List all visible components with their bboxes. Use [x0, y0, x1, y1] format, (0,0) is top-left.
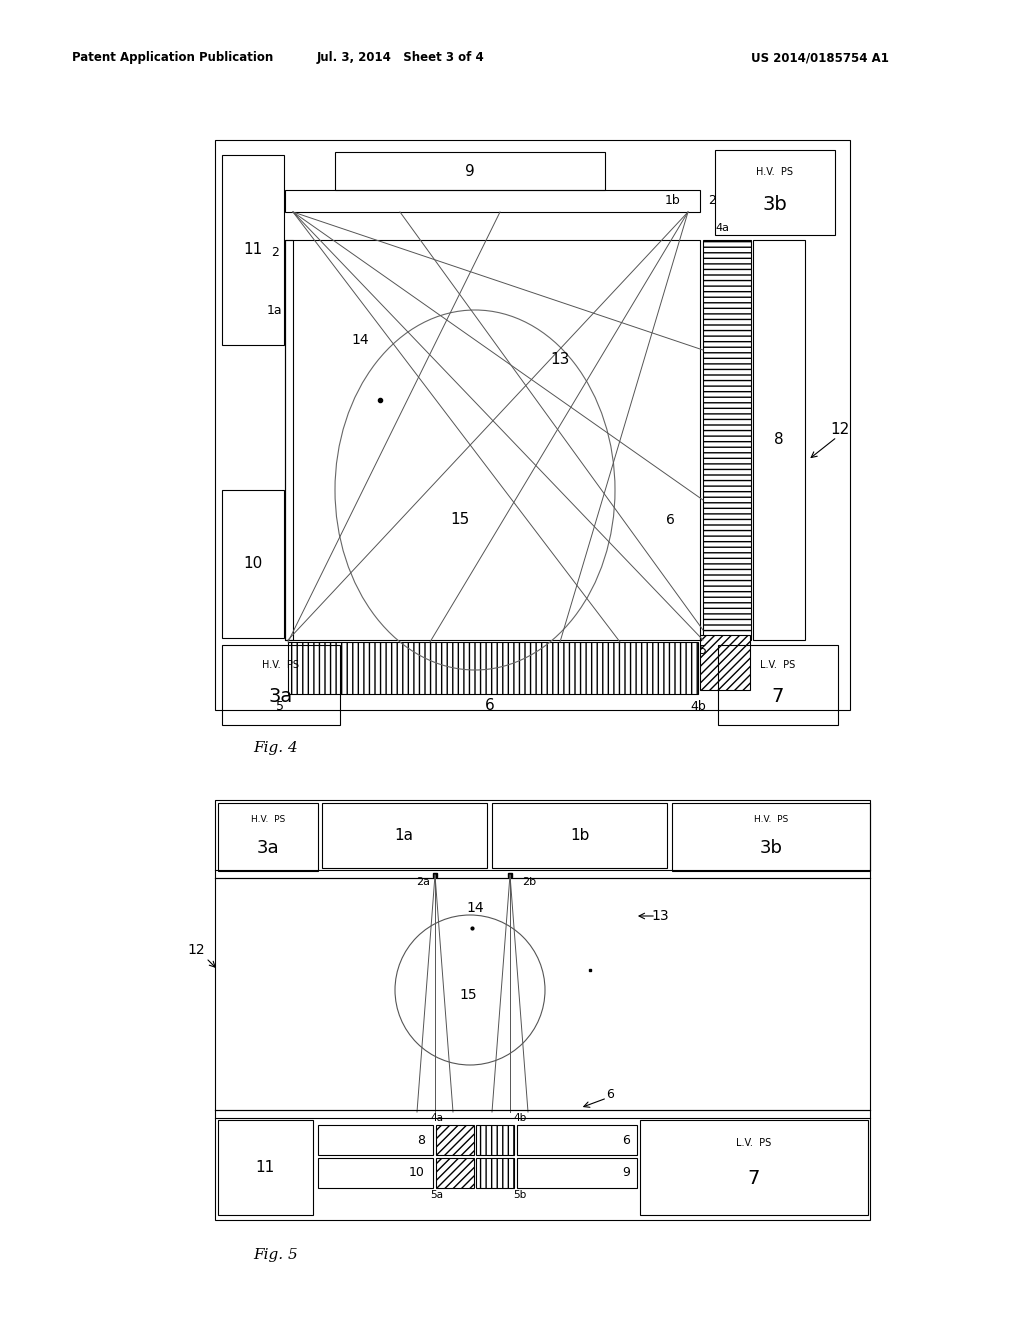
- Text: 1b: 1b: [570, 828, 590, 842]
- Bar: [640, 1119, 868, 1214]
- Text: H.V.  PS: H.V. PS: [757, 168, 794, 177]
- Bar: [218, 1119, 313, 1214]
- Text: 6: 6: [606, 1089, 614, 1101]
- Bar: [222, 154, 284, 345]
- Bar: [215, 140, 850, 710]
- Text: 9: 9: [623, 1167, 630, 1180]
- Text: 15: 15: [451, 512, 470, 528]
- Bar: [222, 490, 284, 638]
- Text: 6: 6: [623, 1134, 630, 1147]
- Bar: [436, 1158, 474, 1188]
- Text: 14: 14: [466, 902, 483, 915]
- Text: 2: 2: [708, 194, 716, 207]
- Text: 9: 9: [465, 164, 475, 178]
- Bar: [318, 1158, 433, 1188]
- Text: 4a: 4a: [430, 1113, 443, 1123]
- Text: H.V.  PS: H.V. PS: [251, 816, 285, 825]
- Text: 11: 11: [244, 243, 262, 257]
- Bar: [517, 1125, 637, 1155]
- Bar: [517, 1158, 637, 1188]
- Text: 12: 12: [187, 942, 205, 957]
- Text: 10: 10: [244, 557, 262, 572]
- Text: 3b: 3b: [763, 195, 787, 214]
- Bar: [672, 803, 870, 871]
- Bar: [700, 635, 750, 690]
- Text: US 2014/0185754 A1: US 2014/0185754 A1: [751, 51, 889, 65]
- Bar: [285, 240, 700, 640]
- Bar: [476, 1125, 514, 1155]
- Text: 3a: 3a: [269, 688, 293, 706]
- Text: 5: 5: [276, 700, 284, 713]
- Text: 4b: 4b: [513, 1113, 526, 1123]
- Text: 1a: 1a: [394, 828, 414, 842]
- Text: 2: 2: [271, 246, 279, 259]
- Text: 2b: 2b: [522, 876, 537, 887]
- Text: 13: 13: [550, 352, 569, 367]
- Text: 3a: 3a: [257, 840, 280, 857]
- Text: 1a: 1a: [266, 304, 282, 317]
- Text: 14: 14: [351, 333, 369, 347]
- Bar: [436, 1125, 474, 1155]
- Bar: [222, 645, 340, 725]
- Text: 3b: 3b: [760, 840, 782, 857]
- Text: L.V.  PS: L.V. PS: [736, 1138, 772, 1148]
- Bar: [715, 150, 835, 235]
- Bar: [285, 240, 293, 640]
- Text: 6: 6: [485, 698, 495, 714]
- Text: 4b: 4b: [690, 700, 706, 713]
- Text: 11: 11: [255, 1160, 274, 1176]
- Text: Fig. 4: Fig. 4: [253, 741, 298, 755]
- Text: 8: 8: [774, 433, 783, 447]
- Text: 13: 13: [651, 909, 669, 923]
- Bar: [703, 240, 751, 640]
- Text: 7: 7: [748, 1168, 760, 1188]
- Bar: [318, 1125, 433, 1155]
- Bar: [218, 803, 318, 871]
- Text: Jul. 3, 2014   Sheet 3 of 4: Jul. 3, 2014 Sheet 3 of 4: [316, 51, 484, 65]
- Bar: [718, 645, 838, 725]
- Text: 10: 10: [410, 1167, 425, 1180]
- Text: 5: 5: [699, 644, 707, 656]
- Text: 1b: 1b: [665, 194, 680, 207]
- Text: 8: 8: [417, 1134, 425, 1147]
- Text: 5b: 5b: [513, 1191, 526, 1200]
- Text: Fig. 5: Fig. 5: [253, 1247, 298, 1262]
- Text: Patent Application Publication: Patent Application Publication: [72, 51, 273, 65]
- Text: 15: 15: [459, 987, 477, 1002]
- Text: 2a: 2a: [416, 876, 430, 887]
- Text: L.V.  PS: L.V. PS: [761, 660, 796, 671]
- Text: 5a: 5a: [430, 1191, 443, 1200]
- Text: 12: 12: [830, 422, 850, 437]
- Bar: [322, 803, 487, 869]
- Bar: [753, 240, 805, 640]
- Text: H.V.  PS: H.V. PS: [754, 816, 788, 825]
- Text: 4a: 4a: [715, 223, 729, 234]
- Bar: [335, 152, 605, 190]
- Text: H.V.  PS: H.V. PS: [262, 660, 299, 671]
- Bar: [215, 800, 870, 1220]
- Bar: [288, 642, 698, 694]
- Bar: [476, 1158, 514, 1188]
- Bar: [285, 190, 700, 213]
- Text: 7: 7: [772, 688, 784, 706]
- Bar: [492, 803, 667, 869]
- Text: 6: 6: [666, 513, 675, 527]
